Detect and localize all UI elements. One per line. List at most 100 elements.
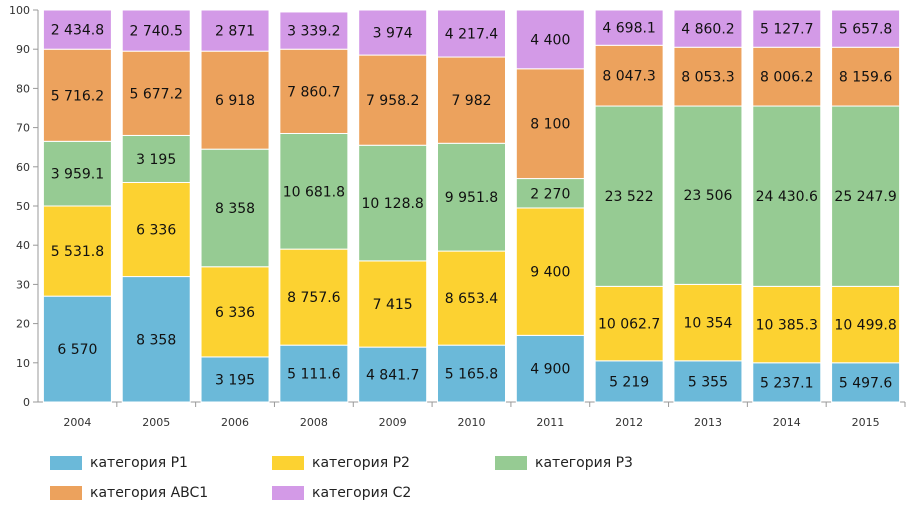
bar-segment (200, 9, 270, 52)
data-label: 8 100 (530, 117, 570, 133)
legend-item-p3[interactable]: категория P3 (495, 455, 633, 471)
data-label: 8 358 (136, 332, 176, 348)
legend-swatch-p1 (50, 456, 82, 470)
x-tick-label: 2014 (773, 416, 801, 429)
data-label: 10 499.8 (834, 318, 896, 334)
data-label: 8 757.6 (287, 290, 341, 306)
data-label: 10 062.7 (598, 317, 660, 333)
data-label: 8 053.3 (681, 70, 734, 86)
data-label: 7 415 (373, 297, 413, 313)
data-label: 3 959.1 (51, 167, 104, 183)
bar-segment (515, 334, 585, 403)
bar-segment (831, 362, 901, 403)
data-label: 3 195 (215, 372, 255, 388)
y-tick-label: 90 (16, 43, 30, 56)
bar-segment (200, 266, 270, 358)
data-label: 2 740.5 (130, 24, 183, 40)
data-label: 5 677.2 (130, 86, 183, 102)
data-label: 2 270 (530, 186, 570, 202)
bar-segment (437, 56, 506, 144)
bar-segment (594, 105, 664, 287)
data-label: 10 681.8 (283, 184, 345, 200)
data-label: 5 111.6 (287, 367, 341, 383)
bar-segment (515, 207, 585, 336)
legend-swatch-p3 (495, 456, 527, 470)
bar-segment (594, 44, 664, 107)
data-label: 25 247.9 (834, 189, 896, 205)
bar-segment (121, 276, 191, 403)
data-label: 4 217.4 (445, 27, 499, 43)
data-label: 4 900 (530, 362, 570, 378)
legend-label-p1: категория P1 (90, 455, 188, 471)
x-tick-label: 2004 (63, 416, 91, 429)
bar-segment (42, 48, 112, 142)
legend-item-p2[interactable]: категория P2 (272, 455, 410, 471)
data-label: 8 006.2 (760, 70, 813, 86)
x-tick-label: 2006 (221, 416, 249, 429)
bar-segment (752, 285, 822, 364)
legend-label-abc1: категория ABC1 (90, 485, 209, 501)
y-tick-label: 20 (16, 318, 30, 331)
data-label: 10 385.3 (756, 318, 818, 334)
data-label: 23 522 (605, 189, 654, 205)
bar-segment (358, 144, 428, 262)
bar-segment (437, 344, 506, 403)
y-tick-label: 60 (16, 161, 30, 174)
x-tick-label: 2008 (300, 416, 328, 429)
bar-segment (358, 346, 428, 403)
legend-swatch-abc1 (50, 486, 82, 500)
legend-item-abc1[interactable]: категория ABC1 (50, 485, 208, 501)
legend-item-c2[interactable]: категория C2 (272, 485, 411, 501)
data-label: 7 860.7 (287, 84, 340, 100)
bar-segment (673, 46, 743, 107)
data-label: 3 339.2 (287, 24, 340, 40)
legend-item-p1[interactable]: категория P1 (50, 455, 188, 471)
y-tick-label: 50 (16, 200, 30, 213)
data-label: 6 336 (215, 305, 255, 321)
bar-segment (752, 362, 822, 403)
data-label: 8 358 (215, 201, 255, 217)
data-label: 5 716.2 (51, 88, 104, 104)
bar-segment (673, 9, 743, 48)
bar-segment (752, 105, 822, 287)
bar-segment (279, 11, 349, 50)
data-label: 3 974 (373, 26, 413, 42)
legend-label-p2: категория P2 (312, 455, 410, 471)
bar-segment (673, 360, 743, 403)
bar-segment (358, 54, 428, 146)
bar-segment (42, 295, 112, 403)
y-tick-label: 70 (16, 122, 30, 135)
data-label: 4 400 (530, 32, 570, 48)
bar-segment (42, 205, 112, 297)
bar-segment (279, 344, 349, 403)
data-label: 4 841.7 (366, 368, 419, 384)
bar-segment (42, 9, 112, 50)
data-label: 10 128.8 (362, 196, 424, 212)
y-tick-label: 100 (9, 4, 30, 17)
bar-segment (279, 48, 349, 134)
bar-segment (831, 46, 901, 107)
y-tick-label: 0 (23, 396, 30, 409)
bar-segment (831, 105, 901, 287)
data-label: 4 860.2 (681, 22, 734, 38)
bar-segment (515, 9, 585, 70)
bar-segment (200, 50, 270, 150)
data-label: 8 653.4 (445, 291, 499, 307)
data-label: 5 237.1 (760, 375, 813, 391)
bar-segment (831, 9, 901, 48)
bar-segment (121, 134, 191, 183)
y-tick-label: 10 (16, 357, 30, 370)
bar-segment (200, 148, 270, 268)
x-tick-label: 2011 (536, 416, 564, 429)
bar-segment (437, 142, 506, 252)
data-label: 2 434.8 (51, 23, 104, 39)
bar-segment (515, 68, 585, 180)
x-tick-label: 2005 (142, 416, 170, 429)
x-tick-label: 2013 (694, 416, 722, 429)
data-label: 4 698.1 (602, 21, 655, 37)
bar-segment (42, 140, 112, 207)
legend-label-p3: категория P3 (535, 455, 633, 471)
data-label: 8 047.3 (602, 69, 655, 85)
data-label: 2 871 (215, 24, 255, 40)
